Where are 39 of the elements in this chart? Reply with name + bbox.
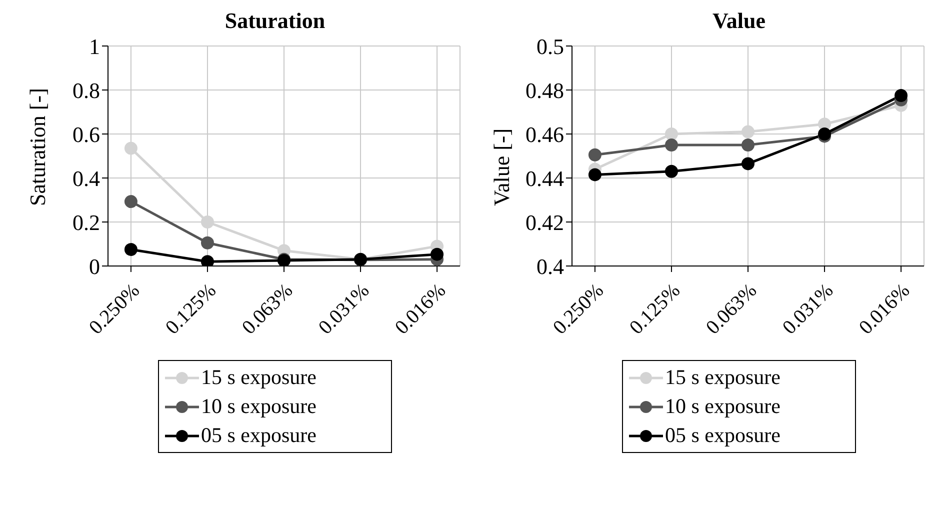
point bbox=[124, 142, 138, 155]
point bbox=[124, 195, 138, 208]
point bbox=[124, 243, 138, 256]
point bbox=[742, 138, 754, 152]
point bbox=[664, 128, 678, 140]
point bbox=[818, 128, 832, 140]
legend-label: 15 s exposure bbox=[665, 365, 780, 390]
y-tick-label: 0.8 bbox=[72, 78, 100, 103]
point bbox=[664, 164, 678, 178]
y-axis-title: Value [-] bbox=[488, 128, 514, 206]
point bbox=[588, 168, 602, 182]
legend-label: 10 s exposure bbox=[201, 394, 316, 419]
point bbox=[742, 157, 754, 170]
y-tick-label: 0.5 bbox=[536, 34, 564, 59]
point bbox=[200, 255, 214, 266]
point bbox=[894, 89, 908, 102]
y-tick-label: 0 bbox=[89, 254, 100, 279]
point bbox=[200, 236, 214, 250]
point bbox=[588, 148, 602, 162]
chart-title: Value bbox=[712, 8, 766, 33]
legend-label: 05 s exposure bbox=[665, 423, 780, 448]
y-axis-title: Saturation [-] bbox=[24, 88, 50, 206]
point bbox=[200, 216, 214, 228]
legend-label: 10 s exposure bbox=[665, 394, 780, 419]
y-tick-label: 0.46 bbox=[526, 122, 564, 147]
y-tick-label: 0.48 bbox=[526, 78, 564, 103]
y-tick-label: 0.4 bbox=[536, 254, 564, 279]
y-tick-label: 0.44 bbox=[526, 166, 564, 191]
y-tick-label: 0.4 bbox=[72, 166, 100, 191]
y-tick-label: 0.42 bbox=[526, 210, 564, 235]
point bbox=[664, 138, 678, 152]
chart-title: Saturation bbox=[224, 8, 326, 33]
y-tick-label: 0.6 bbox=[72, 122, 100, 147]
y-tick-label: 0.2 bbox=[72, 210, 100, 235]
y-tick-label: 1 bbox=[89, 34, 100, 59]
legend-label: 15 s exposure bbox=[201, 365, 316, 390]
legend-label: 05 s exposure bbox=[201, 423, 316, 448]
point bbox=[430, 248, 444, 261]
point bbox=[742, 125, 754, 138]
